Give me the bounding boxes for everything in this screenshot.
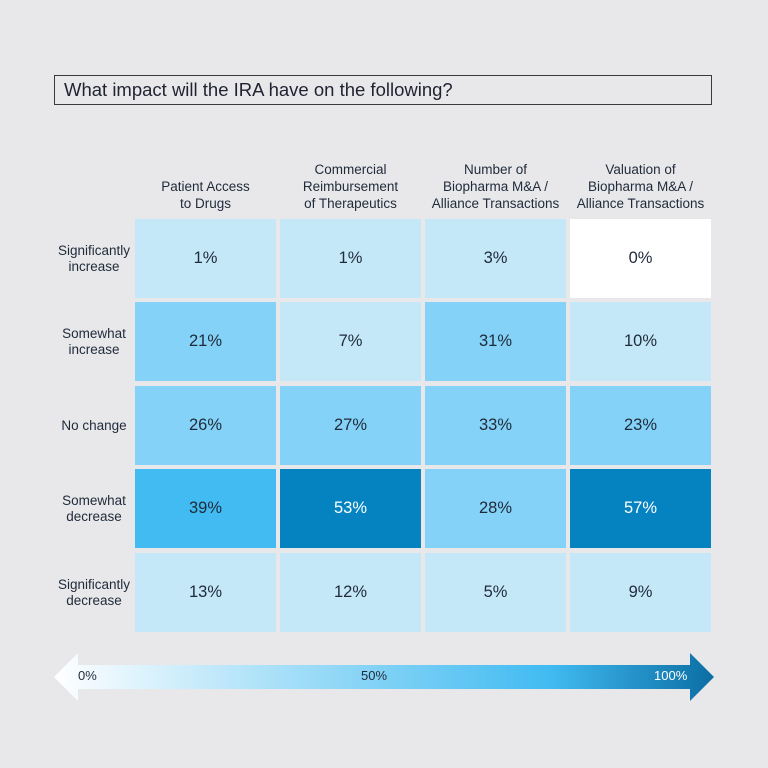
cell-value-label: 0% bbox=[628, 249, 653, 267]
cell-value-label: 7% bbox=[338, 332, 363, 350]
heatmap-cell: 39% bbox=[135, 469, 276, 548]
cell-value-label: 13% bbox=[188, 583, 223, 601]
heatmap-cell: 27% bbox=[280, 386, 421, 465]
legend-gradient-arrow bbox=[54, 653, 714, 701]
heatmap-cell: 53% bbox=[280, 469, 421, 548]
cell-value-label: 1% bbox=[193, 249, 218, 267]
heatmap-cell: 7% bbox=[280, 302, 421, 381]
cell-value-label: 21% bbox=[188, 332, 223, 350]
heatmap-cell: 57% bbox=[570, 469, 711, 548]
color-scale-legend bbox=[54, 653, 714, 701]
heatmap-cell: 9% bbox=[570, 553, 711, 632]
cell-value-label: 10% bbox=[623, 332, 658, 350]
chart-title: What impact will the IRA have on the fol… bbox=[54, 75, 712, 105]
cell-value-label: 33% bbox=[478, 416, 513, 434]
heatmap-cell: 28% bbox=[425, 469, 566, 548]
heatmap-cell: 1% bbox=[280, 219, 421, 298]
cell-value-label: 3% bbox=[483, 249, 508, 267]
cell-value-label: 23% bbox=[623, 416, 658, 434]
heatmap-cell: 12% bbox=[280, 553, 421, 632]
cell-value-label: 9% bbox=[628, 583, 653, 601]
row-header: Somewhat increase bbox=[62, 325, 126, 357]
column-header: Commercial Reimbursement of Therapeutics bbox=[302, 162, 399, 211]
heatmap-cell: 0% bbox=[570, 219, 711, 298]
heatmap-cell: 23% bbox=[570, 386, 711, 465]
cell-value-label: 26% bbox=[188, 416, 223, 434]
heatmap-cell: 31% bbox=[425, 302, 566, 381]
cell-value-label: 39% bbox=[188, 499, 223, 517]
heatmap-cell: 21% bbox=[135, 302, 276, 381]
legend-label-min: 0% bbox=[78, 668, 97, 683]
cell-value-label: 27% bbox=[333, 416, 368, 434]
heatmap-cell: 26% bbox=[135, 386, 276, 465]
heatmap-cell: 3% bbox=[425, 219, 566, 298]
heatmap-cell: 33% bbox=[425, 386, 566, 465]
row-header: Somewhat decrease bbox=[62, 492, 126, 524]
row-header: No change bbox=[61, 417, 127, 433]
cell-value-label: 57% bbox=[623, 499, 658, 517]
cell-value-label: 28% bbox=[478, 499, 513, 517]
cell-value-label: 5% bbox=[483, 583, 508, 601]
heatmap-cell: 5% bbox=[425, 553, 566, 632]
cell-value-label: 31% bbox=[478, 332, 513, 350]
heatmap-cell: 10% bbox=[570, 302, 711, 381]
row-header: Significantly decrease bbox=[57, 576, 131, 608]
column-header: Number of Biopharma M&A / Alliance Trans… bbox=[431, 162, 560, 211]
row-header: Significantly increase bbox=[57, 242, 131, 274]
cell-value-label: 1% bbox=[338, 249, 363, 267]
cell-value-label: 12% bbox=[333, 583, 368, 601]
heatmap-cell: 1% bbox=[135, 219, 276, 298]
column-header: Patient Access to Drugs bbox=[161, 179, 250, 211]
legend-label-mid: 50% bbox=[361, 668, 388, 683]
column-header: Valuation of Biopharma M&A / Alliance Tr… bbox=[576, 162, 705, 211]
cell-value-label: 53% bbox=[333, 499, 368, 517]
legend-label-max: 100% bbox=[654, 668, 688, 683]
heatmap-cell: 13% bbox=[135, 553, 276, 632]
